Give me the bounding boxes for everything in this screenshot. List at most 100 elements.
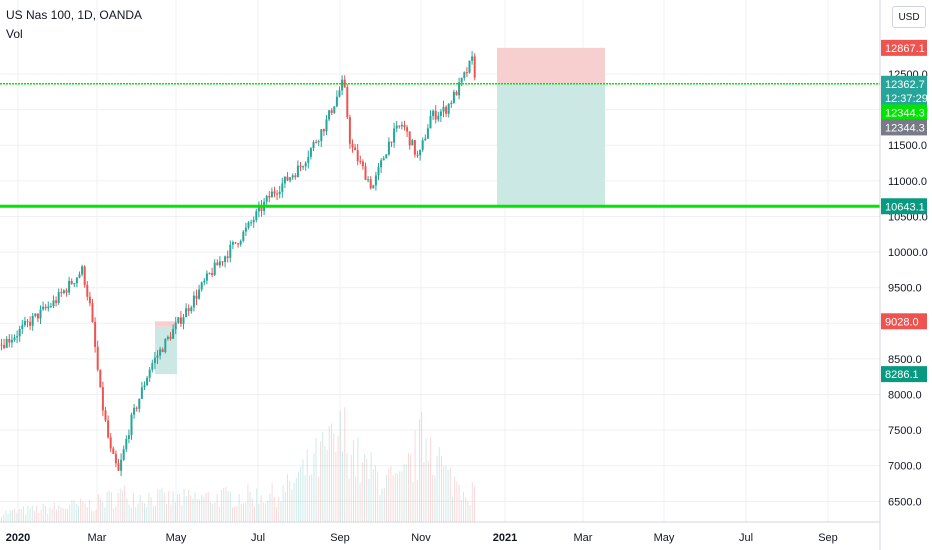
currency-button[interactable]: USD [892,6,926,28]
price-badge-text: 12362.7 [885,79,925,91]
candle-body [57,292,60,303]
volume-bar [271,483,273,522]
candle-body [200,282,203,290]
volume-bar [82,501,84,522]
volume-bar [16,512,18,522]
volume-bar [119,488,121,522]
volume-bar [47,513,49,522]
price-label-badge: 12344.3 [881,104,927,121]
candle-body [465,72,468,74]
candle-body [166,336,169,339]
volume-bar [370,451,372,522]
candle-body [325,119,328,132]
candle-body [432,110,435,117]
time-tick-label: Mar [88,532,107,544]
volume-bar [157,489,159,522]
volume-bar [344,407,346,522]
candle-body [398,125,401,127]
price-badge-text: 9028.0 [885,316,919,328]
candle-body [47,306,50,309]
candle-body [3,345,6,348]
candle-body [226,256,229,258]
price-badge-text: 12:37:29 [885,93,928,105]
candle-body [192,295,195,308]
candle-body [153,357,156,364]
candle-body [452,91,455,104]
volume-bar [216,493,218,522]
volume-bar [295,477,297,522]
candle-body [289,177,292,181]
candle-body [265,196,268,202]
volume-bar [190,495,192,522]
volume-bar [64,508,66,522]
volume-bar [441,455,442,522]
volume-bar [27,505,29,522]
volume-bar [425,438,427,522]
volume-bar [280,501,282,522]
volume-bar [14,508,16,522]
volume-bar [419,419,420,522]
volume-bar [73,500,75,522]
volume-bar [100,499,101,522]
candle-body [333,106,336,113]
volume-bar [203,496,205,522]
volume-bar [196,498,198,522]
volume-bar [350,454,352,522]
candle-body [252,220,255,223]
time-tick-label: May [166,532,187,544]
candle-body [380,160,383,168]
volume-bar [300,466,302,522]
volume-bar [447,469,449,522]
volume-bar [460,500,462,522]
candle-body [364,166,367,180]
candle-body [13,337,16,340]
volume-bar [251,498,253,522]
volume-bar [456,481,458,522]
price-badge-text: 8286.1 [885,369,919,381]
volume-bar [276,507,277,522]
volume-bar [95,509,97,522]
candle-body [133,407,136,415]
candle-body [338,90,341,97]
time-tick-label: Jul [739,532,753,544]
candle-body [247,222,250,228]
volume-bar [245,502,247,522]
candle-body [174,322,177,330]
volume-bar [170,504,172,522]
candle-body [348,117,351,144]
volume-bar [372,469,374,522]
candle-body [213,262,216,276]
time-tick-label: Sep [818,532,838,544]
volume-bar [194,492,196,522]
price-tick-label: 8000.0 [888,390,922,402]
volume-bar [348,479,350,522]
volume-bar [227,491,229,522]
price-badge-text: 12344.3 [885,107,925,119]
time-tick-label: 2021 [493,532,517,544]
volume-bar [386,474,387,522]
candle-body [312,142,315,149]
candle-body [351,143,354,148]
volume-bar [188,489,189,522]
volume-bar [388,468,390,522]
candle-body [439,111,442,116]
candle-body [179,317,182,324]
candle-body [177,317,180,323]
candle-body [70,280,73,284]
volume-bar [29,508,31,522]
volume-bar [49,507,51,522]
volume-bar [249,491,251,522]
candle-body [270,191,273,198]
time-tick-label: May [654,532,675,544]
volume-bar [394,473,396,522]
volume-bar [405,464,407,522]
volume-bar [273,497,275,522]
candle-body [328,110,331,120]
volume-bar [331,423,332,522]
candle-body [250,222,253,224]
price-tick-label: 7000.0 [888,461,922,473]
small-stop-zone [155,321,177,327]
candle-body [73,283,76,285]
volume-indicator-label[interactable]: Vol [6,27,23,41]
